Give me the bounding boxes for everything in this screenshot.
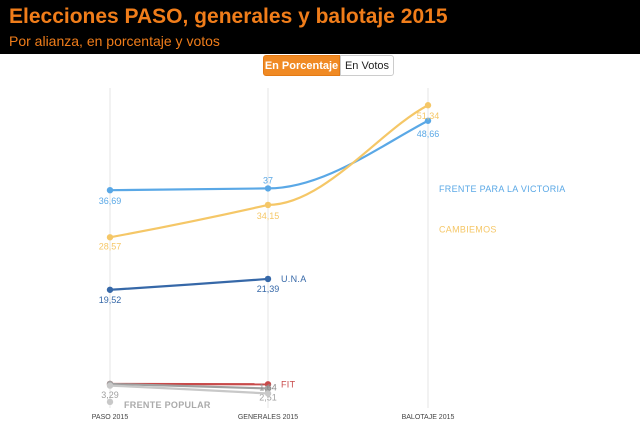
data-point-5-series-1 <box>264 390 272 397</box>
chart-header: Elecciones PASO, generales y balotaje 20… <box>0 0 640 54</box>
data-label-1-cambiemos-2: 51,34 <box>417 111 440 121</box>
series-line-4-series <box>109 382 269 390</box>
series-name-2-u-n-a: U.N.A <box>281 274 307 284</box>
data-label-4-series-0: 3,29 <box>101 390 119 400</box>
data-point-0-frente-para-la-victoria-0 <box>106 186 114 194</box>
data-label-5-series-1: 1,64 <box>259 382 277 392</box>
data-label-1-cambiemos-0: 28,57 <box>99 241 122 251</box>
series-name-0-frente-para-la-victoria: FRENTE PARA LA VICTORIA <box>439 184 566 194</box>
x-tick-label: GENERALES 2015 <box>238 414 298 421</box>
data-point-2-u-n-a-1 <box>264 275 272 283</box>
data-label-1-cambiemos-1: 34,15 <box>257 211 280 221</box>
data-point-4-series-1 <box>264 385 272 392</box>
data-label-0-frente-para-la-victoria-1: 37 <box>263 175 273 185</box>
series-name-3-fit: FIT <box>281 379 296 389</box>
data-label-4-series-1: 2,51 <box>259 392 277 402</box>
series-name-6-frente-popular: FRENTE POPULAR <box>124 400 211 410</box>
data-label-2-u-n-a-0: 19,52 <box>99 295 122 305</box>
data-label-0-frente-para-la-victoria-2: 48,66 <box>417 129 440 139</box>
series-name-1-cambiemos: CAMBIEMOS <box>439 224 497 234</box>
data-point-0-frente-para-la-victoria-2 <box>424 117 432 124</box>
chart-subtitle: Por alianza, en porcentaje y votos <box>9 33 220 49</box>
data-point-0-frente-para-la-victoria-1 <box>264 185 272 192</box>
series-line-2-u-n-a <box>109 277 269 291</box>
chart-title: Elecciones PASO, generales y balotaje 20… <box>9 5 448 28</box>
percent-toggle-button[interactable]: En Porcentaje <box>263 55 340 76</box>
data-point-5-series-0 <box>106 382 114 389</box>
data-point-6-frente-popular-0 <box>106 398 114 406</box>
data-label-2-u-n-a-1: 21,39 <box>257 284 280 294</box>
data-point-1-cambiemos-1 <box>264 201 272 209</box>
votes-toggle-button[interactable]: En Votos <box>340 55 394 76</box>
data-point-1-cambiemos-2 <box>424 102 432 109</box>
data-label-0-frente-para-la-victoria-0: 36,69 <box>99 196 122 206</box>
x-tick-label: PASO 2015 <box>92 414 129 421</box>
x-tick-label: BALOTAJE 2015 <box>402 414 455 421</box>
data-point-2-u-n-a-0 <box>106 286 114 293</box>
view-toggle: En Porcentaje En Votos <box>0 54 640 78</box>
data-point-1-cambiemos-0 <box>106 234 114 241</box>
series-line-5-series <box>109 384 269 395</box>
